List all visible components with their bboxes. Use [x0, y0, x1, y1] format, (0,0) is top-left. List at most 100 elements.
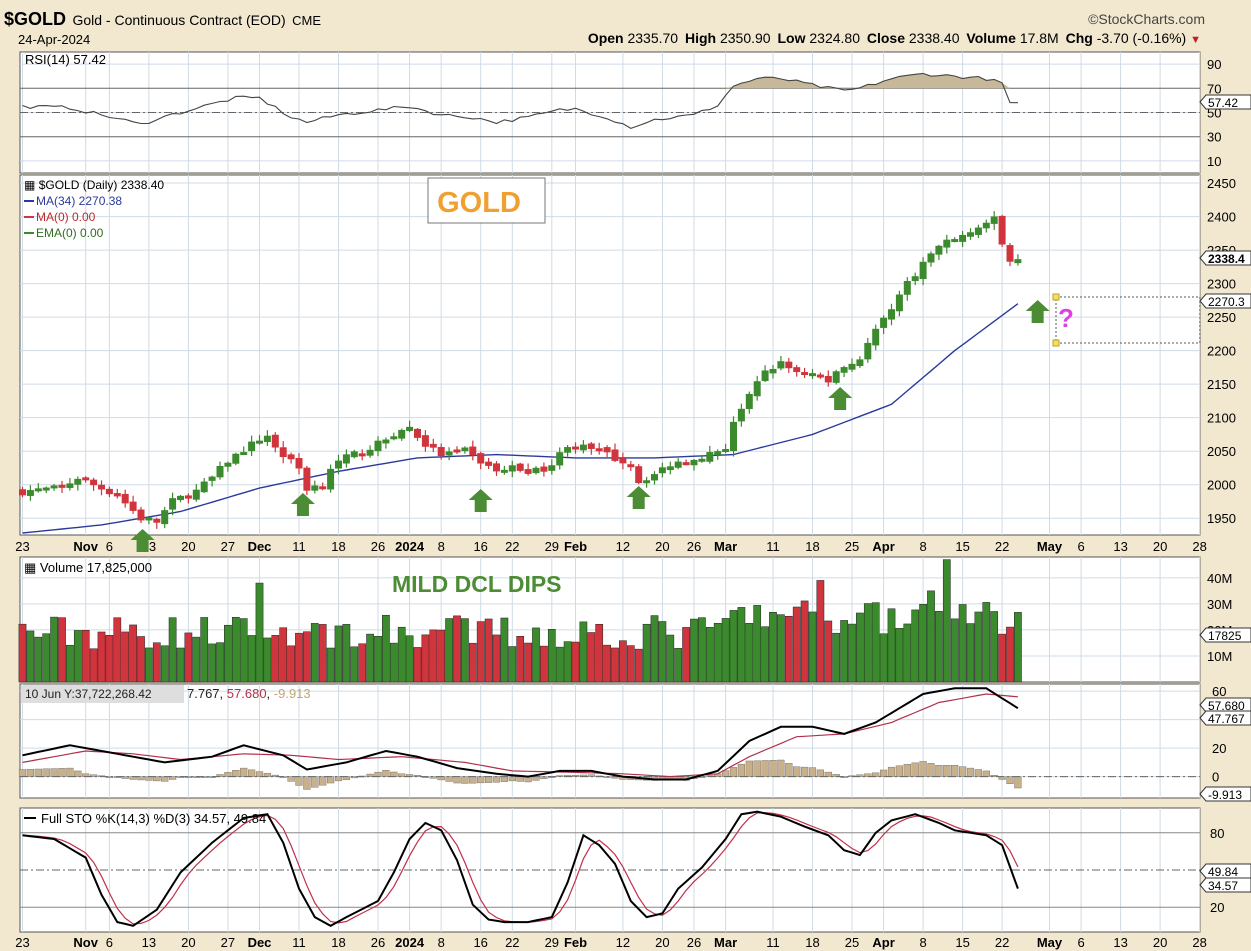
- volume-bar: [113, 617, 122, 683]
- candle-body: [801, 372, 809, 376]
- volume-tag-box: [1199, 627, 1251, 643]
- volume-bar: [927, 590, 935, 683]
- macd-histogram-bar: [959, 766, 967, 777]
- ma34-legend: MA(34) 2270.38: [36, 194, 122, 208]
- macd-histogram-bar: [350, 776, 358, 779]
- candle-body: [753, 381, 761, 397]
- x-tick-label: 16: [473, 539, 487, 554]
- candle-body: [524, 469, 532, 474]
- candle-body: [224, 462, 232, 467]
- candle-body: [382, 439, 390, 444]
- volume-bar: [160, 645, 169, 683]
- price-tag: 2338.4: [1208, 252, 1245, 266]
- candle-body: [311, 485, 319, 491]
- x-tick-label: 13: [142, 935, 156, 950]
- candle-body: [840, 367, 848, 373]
- macd-histogram-bar: [445, 776, 453, 782]
- macd-histogram-bar: [935, 765, 943, 777]
- candle-body: [951, 239, 959, 243]
- macd-histogram-bar: [168, 776, 177, 780]
- macd-series: [18, 687, 1200, 790]
- volume-bar: [800, 600, 809, 683]
- macd-histogram-bar: [753, 760, 761, 777]
- candle-body: [682, 462, 690, 466]
- macd-histogram-bar: [887, 766, 896, 777]
- brand-name: StockCharts.com: [1098, 11, 1205, 27]
- macd-histogram-bar: [745, 760, 753, 777]
- volume-bar: [792, 606, 801, 683]
- candle-body: [98, 484, 105, 490]
- macd-histogram-bar: [42, 768, 50, 777]
- volume-bar: [484, 618, 493, 683]
- candle-body: [335, 460, 342, 469]
- candle-body: [161, 510, 169, 525]
- macd-histogram-bar: [911, 762, 919, 777]
- x-tick-label: Nov: [73, 935, 98, 950]
- volume-bar: [777, 614, 785, 683]
- macd-tag-1: 57.680: [1208, 699, 1245, 713]
- macd-histogram-bar: [295, 776, 303, 786]
- volume-tick-label: 10M: [1207, 649, 1232, 664]
- volume-tick-label: 40M: [1207, 571, 1232, 586]
- x-tick-label: 15: [955, 935, 969, 950]
- volume-bar: [176, 647, 185, 683]
- candle-body: [169, 498, 177, 510]
- x-tick-label: 12: [616, 935, 630, 950]
- x-tick-label: 22: [995, 935, 1009, 950]
- volume-bar: [713, 623, 722, 683]
- x-tick-label: 12: [616, 539, 630, 554]
- macd-histogram-bar: [516, 776, 524, 782]
- volume-bar: [492, 634, 501, 683]
- brand: ©StockCharts.com: [1088, 11, 1205, 27]
- candle-body: [287, 454, 295, 460]
- x-tick-label: 18: [331, 539, 345, 554]
- candle-body: [611, 449, 619, 461]
- price-legend-icon: ▦: [24, 178, 35, 192]
- candle-body: [548, 465, 556, 471]
- candle-body: [603, 447, 611, 453]
- candle-body: [232, 453, 240, 464]
- dip-arrow-icon: [290, 493, 315, 516]
- down-triangle-icon: ▼: [1190, 34, 1201, 46]
- macd-histogram-bar: [255, 771, 264, 777]
- volume-bar: [224, 624, 232, 683]
- x-tick-label: May: [1037, 935, 1063, 950]
- rsi-tick-label: 10: [1207, 154, 1221, 169]
- candle-body: [990, 216, 998, 224]
- macd-histogram-bar: [508, 776, 516, 782]
- volume-bar: [650, 615, 659, 683]
- candle-body: [453, 449, 461, 453]
- crosshair-readout-box: [21, 685, 184, 703]
- candle-body: [82, 477, 90, 481]
- macd-histogram-bar: [311, 776, 319, 788]
- projection-box: [1055, 296, 1201, 344]
- macd-histogram-bar: [398, 773, 406, 777]
- volume-bar: [405, 635, 414, 683]
- candle-body: [216, 465, 224, 478]
- macd-histogram-bar: [477, 776, 485, 784]
- x-tick-label: 29: [545, 935, 559, 950]
- volume-bar: [287, 645, 295, 683]
- volume-bar: [73, 630, 82, 683]
- macd-histogram-bar: [161, 776, 169, 782]
- candle-body: [643, 480, 651, 484]
- x-tick-label: 15: [955, 539, 969, 554]
- volume-bar: [690, 618, 698, 683]
- price-tick-label: 2000: [1207, 478, 1236, 493]
- candle-body: [974, 227, 982, 235]
- volume-bar: [89, 648, 98, 683]
- volume-legend: ▦ Volume 17,825,000: [24, 560, 152, 575]
- volume-bar: [326, 647, 335, 683]
- volume-bar: [34, 636, 43, 683]
- x-tick-label: Apr: [872, 539, 894, 554]
- x-tick-label: 26: [687, 935, 701, 950]
- sto-tag-1: 49.84: [1208, 865, 1238, 879]
- candle-body: [508, 465, 516, 472]
- volume-bar: [950, 618, 959, 683]
- macd-histogram-bar: [429, 776, 437, 779]
- candle-body: [145, 517, 153, 521]
- macd-histogram-bar: [990, 775, 998, 777]
- volume-bar: [555, 646, 564, 683]
- volume-bar: [216, 642, 224, 683]
